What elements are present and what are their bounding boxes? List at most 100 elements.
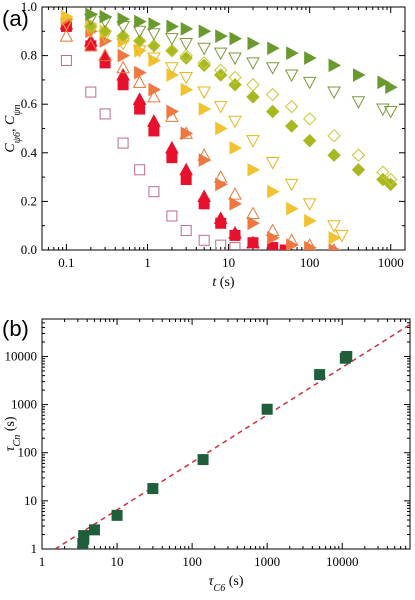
x-tick-label: 10000 <box>326 554 359 569</box>
data-point <box>302 112 317 126</box>
data-point <box>267 242 279 250</box>
data-point <box>180 174 192 186</box>
data-point <box>286 46 299 61</box>
data-point <box>134 14 147 29</box>
panel-b-chart: 1 10 100 1000 10000 1 10 100 1000 10000 (b) τC6 (s)… <box>2 316 411 594</box>
data-point <box>265 62 280 75</box>
data-point <box>147 483 159 495</box>
data-point <box>197 86 212 100</box>
y-tick-label: 1.0 <box>21 0 37 14</box>
x-tick-label: 100 <box>300 255 320 270</box>
data-point <box>246 78 260 92</box>
data-point <box>327 129 341 143</box>
data-point <box>286 201 299 216</box>
data-point <box>147 39 161 53</box>
data-point <box>314 369 326 381</box>
data-point <box>132 34 147 48</box>
data-point <box>117 12 131 26</box>
x-axis-label: τC6 (s) <box>209 574 244 594</box>
data-point <box>198 234 210 246</box>
data-point <box>302 76 317 90</box>
data-point <box>376 165 390 179</box>
data-point <box>351 163 366 177</box>
data-point <box>377 75 390 90</box>
y-tick-label: 1000 <box>11 397 37 412</box>
data-point <box>132 92 147 105</box>
data-point <box>99 9 113 24</box>
data-point <box>247 216 261 231</box>
data-point <box>59 18 74 32</box>
data-point <box>265 104 280 119</box>
data-point <box>147 52 161 66</box>
data-point <box>60 54 72 66</box>
data-point <box>166 152 178 164</box>
data-point <box>284 178 299 192</box>
data-point <box>85 86 97 98</box>
series-10 <box>85 7 398 95</box>
data-point <box>279 244 291 250</box>
y-tick-label: 0.6 <box>21 96 38 111</box>
data-point <box>165 33 179 46</box>
data-point <box>351 148 366 162</box>
data-point <box>383 105 398 119</box>
data-point <box>148 82 161 97</box>
data-point <box>148 186 160 198</box>
data-point <box>284 119 299 133</box>
data-point <box>59 29 74 42</box>
data-point <box>180 22 194 36</box>
data-point <box>215 177 228 192</box>
data-point <box>214 63 228 77</box>
series-0 <box>77 350 353 549</box>
data-point <box>328 231 342 245</box>
data-point <box>85 7 98 22</box>
y-tick-label: 100 <box>18 445 38 460</box>
data-point <box>284 99 299 114</box>
data-point <box>228 78 242 92</box>
data-point <box>99 108 111 120</box>
data-point <box>352 68 366 82</box>
data-point <box>165 140 179 154</box>
data-point <box>351 96 366 109</box>
data-point <box>179 126 194 139</box>
data-point <box>247 162 261 177</box>
x-tick-label: 1000 <box>378 255 404 270</box>
data-marks <box>54 323 410 549</box>
data-point <box>165 62 179 75</box>
data-point <box>166 68 179 82</box>
y-tick-label: 1 <box>31 541 38 556</box>
data-point <box>213 47 228 61</box>
data-point <box>148 125 160 137</box>
x-tick-label: 1000 <box>254 554 280 569</box>
plot-frame <box>41 318 411 550</box>
data-point <box>197 189 212 203</box>
series-7 <box>84 19 398 192</box>
data-point <box>179 71 194 85</box>
data-point <box>213 170 228 183</box>
x-tick-label: 10 <box>111 554 124 569</box>
data-point <box>267 231 280 245</box>
data-point <box>147 28 161 41</box>
panel-a-chart: 0.1 1 10 100 1000 0.0 0.2 0.4 0.6 0.8 1.0(a) t (s) C… <box>2 0 406 290</box>
data-point <box>132 75 147 88</box>
data-point <box>197 42 212 56</box>
panel-label: (b) <box>2 316 29 341</box>
series-4 <box>59 29 338 250</box>
data-point <box>265 87 280 102</box>
data-point <box>284 233 299 246</box>
data-point <box>228 187 242 200</box>
data-marks <box>59 7 398 250</box>
data-point <box>88 524 100 536</box>
data-point <box>376 103 390 117</box>
data-point <box>229 141 243 155</box>
data-point <box>228 70 242 85</box>
x-tick-label: 10 <box>222 255 235 270</box>
series-8 <box>84 19 398 187</box>
data-point <box>302 198 317 211</box>
data-point <box>116 60 130 74</box>
data-point <box>180 82 194 97</box>
data-point <box>78 530 90 542</box>
data-point <box>134 164 146 176</box>
data-point <box>267 41 280 56</box>
data-point <box>117 79 129 91</box>
